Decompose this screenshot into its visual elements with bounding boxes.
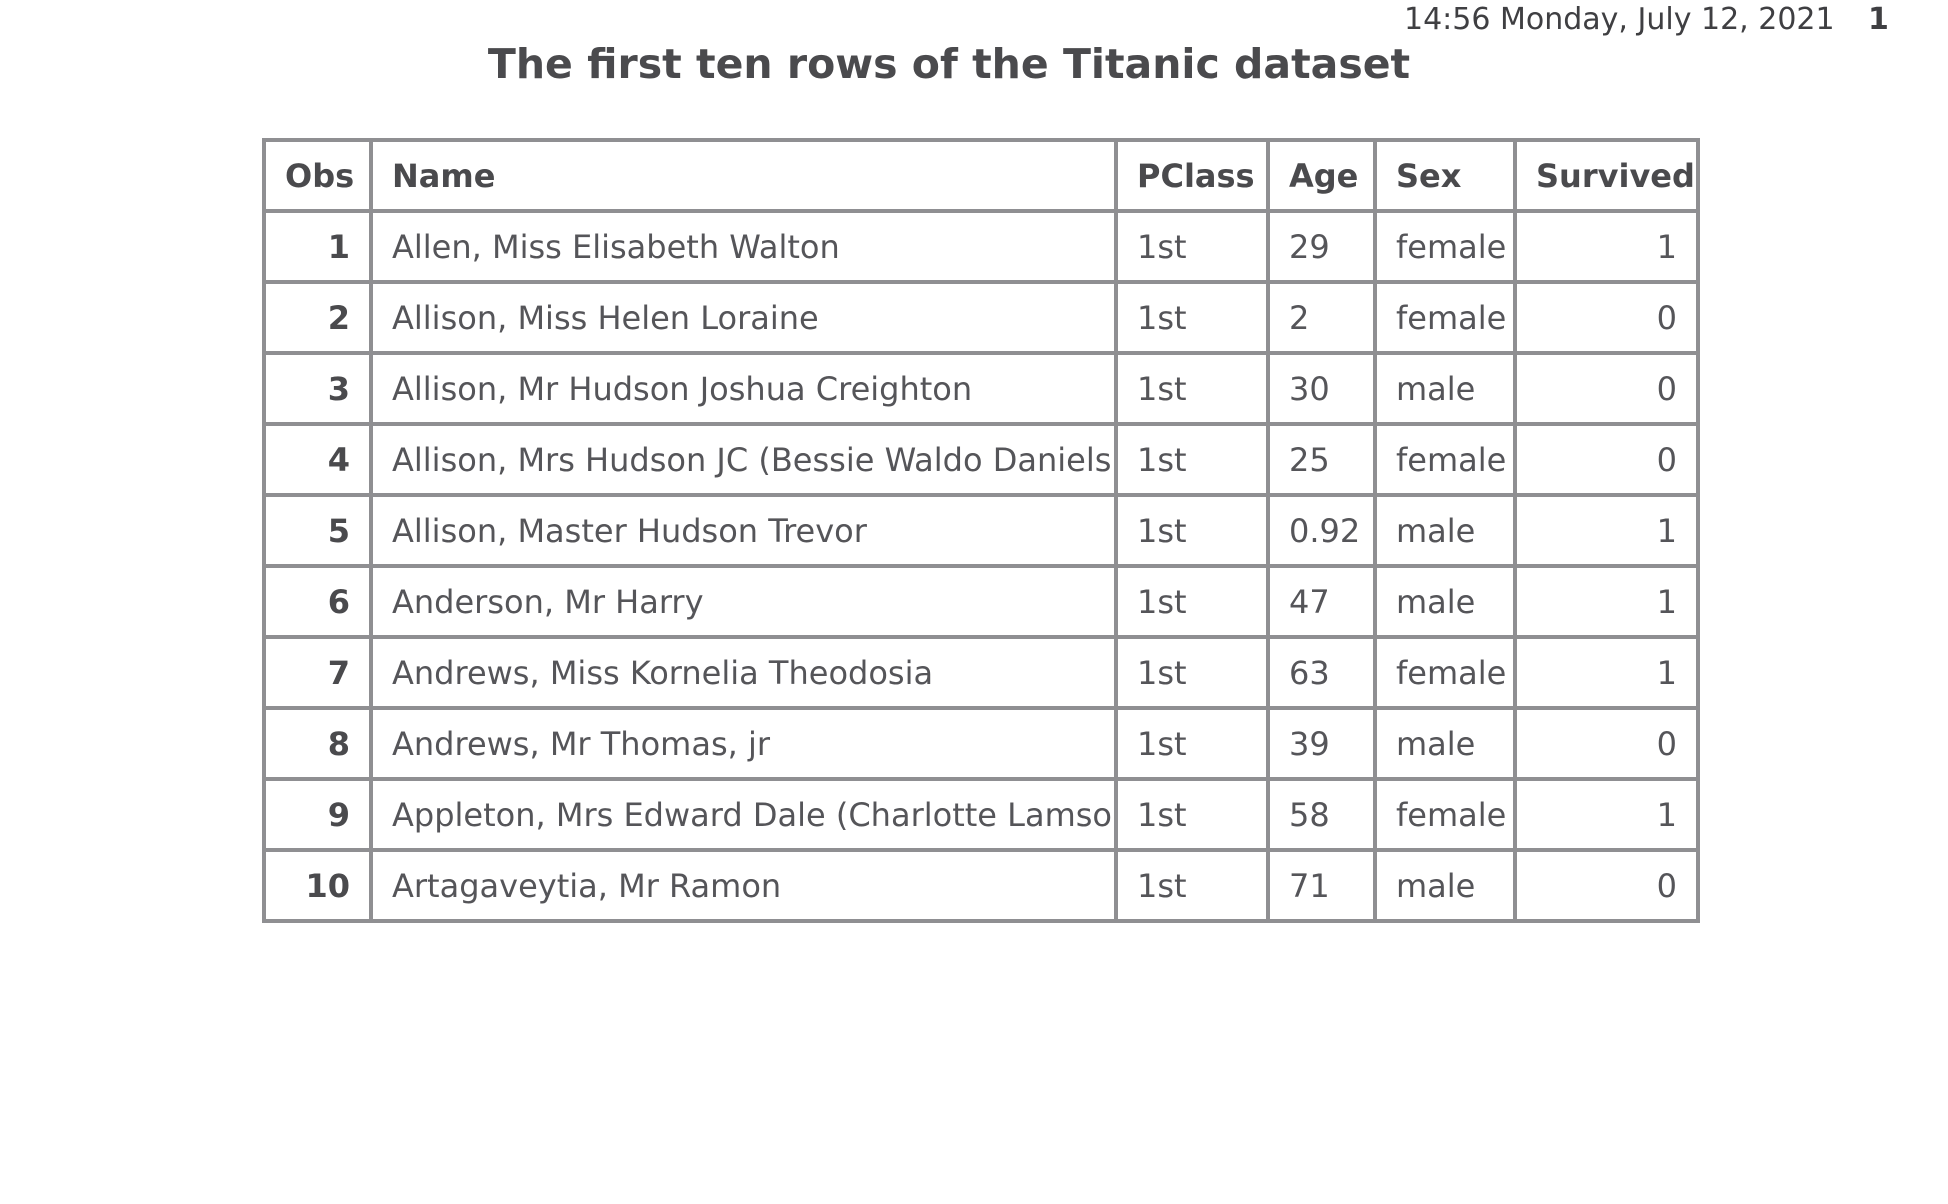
report-title: The first ten rows of the Titanic datase…	[487, 40, 1411, 88]
cell-age: 63	[1266, 635, 1377, 710]
report-datetime: 14:56 Monday, July 12, 2021	[1404, 2, 1835, 37]
cell-obs: 7	[262, 635, 373, 710]
cell-age: 25	[1266, 422, 1377, 497]
cell-pclass: 1st	[1114, 706, 1270, 781]
cell-obs: 10	[262, 848, 373, 923]
cell-survived: 0	[1513, 848, 1700, 923]
column-header-sex: Sex	[1373, 138, 1517, 213]
cell-sex: male	[1373, 351, 1517, 426]
cell-obs: 1	[262, 209, 373, 284]
cell-obs: 6	[262, 564, 373, 639]
cell-age: 47	[1266, 564, 1377, 639]
cell-name: Allison, Mrs Hudson JC (Bessie Waldo Dan…	[369, 422, 1118, 497]
column-header-survived: Survived	[1513, 138, 1700, 213]
cell-pclass: 1st	[1114, 848, 1270, 923]
table-row: 4 Allison, Mrs Hudson JC (Bessie Waldo D…	[262, 422, 1700, 497]
cell-survived: 1	[1513, 209, 1700, 284]
table-row: 8 Andrews, Mr Thomas, jr 1st 39 male 0	[262, 706, 1700, 781]
cell-pclass: 1st	[1114, 209, 1270, 284]
cell-age: 58	[1266, 777, 1377, 852]
cell-obs: 2	[262, 280, 373, 355]
table-row: 3 Allison, Mr Hudson Joshua Creighton 1s…	[262, 351, 1700, 426]
cell-age: 2	[1266, 280, 1377, 355]
cell-name: Appleton, Mrs Edward Dale (Charlotte Lam…	[369, 777, 1118, 852]
cell-survived: 1	[1513, 564, 1700, 639]
table-row: 10 Artagaveytia, Mr Ramon 1st 71 male 0	[262, 848, 1700, 923]
cell-pclass: 1st	[1114, 777, 1270, 852]
cell-age: 30	[1266, 351, 1377, 426]
cell-obs: 4	[262, 422, 373, 497]
column-header-name: Name	[369, 138, 1118, 213]
column-header-age: Age	[1266, 138, 1377, 213]
cell-name: Andrews, Miss Kornelia Theodosia	[369, 635, 1118, 710]
cell-survived: 1	[1513, 493, 1700, 568]
cell-survived: 0	[1513, 706, 1700, 781]
data-table-container: Obs Name PClass Age Sex Survived 1 Allen…	[262, 138, 1700, 923]
cell-name: Allison, Miss Helen Loraine	[369, 280, 1118, 355]
cell-name: Andrews, Mr Thomas, jr	[369, 706, 1118, 781]
cell-sex: female	[1373, 209, 1517, 284]
cell-obs: 9	[262, 777, 373, 852]
cell-sex: female	[1373, 777, 1517, 852]
cell-pclass: 1st	[1114, 280, 1270, 355]
table-row: 9 Appleton, Mrs Edward Dale (Charlotte L…	[262, 777, 1700, 852]
titanic-data-table: Obs Name PClass Age Sex Survived 1 Allen…	[262, 138, 1700, 923]
cell-sex: female	[1373, 635, 1517, 710]
cell-sex: male	[1373, 706, 1517, 781]
table-row: 7 Andrews, Miss Kornelia Theodosia 1st 6…	[262, 635, 1700, 710]
cell-name: Allison, Master Hudson Trevor	[369, 493, 1118, 568]
cell-age: 29	[1266, 209, 1377, 284]
cell-obs: 8	[262, 706, 373, 781]
cell-pclass: 1st	[1114, 564, 1270, 639]
cell-sex: male	[1373, 848, 1517, 923]
table-row: 6 Anderson, Mr Harry 1st 47 male 1	[262, 564, 1700, 639]
cell-sex: male	[1373, 564, 1517, 639]
cell-pclass: 1st	[1114, 635, 1270, 710]
table-row: 1 Allen, Miss Elisabeth Walton 1st 29 fe…	[262, 209, 1700, 284]
cell-name: Allison, Mr Hudson Joshua Creighton	[369, 351, 1118, 426]
cell-sex: female	[1373, 422, 1517, 497]
cell-sex: female	[1373, 280, 1517, 355]
page-number: 1	[1868, 2, 1889, 37]
cell-pclass: 1st	[1114, 422, 1270, 497]
cell-name: Allen, Miss Elisabeth Walton	[369, 209, 1118, 284]
cell-survived: 0	[1513, 280, 1700, 355]
cell-obs: 3	[262, 351, 373, 426]
cell-pclass: 1st	[1114, 493, 1270, 568]
cell-name: Artagaveytia, Mr Ramon	[369, 848, 1118, 923]
cell-survived: 1	[1513, 635, 1700, 710]
cell-pclass: 1st	[1114, 351, 1270, 426]
cell-survived: 0	[1513, 422, 1700, 497]
column-header-pclass: PClass	[1114, 138, 1270, 213]
cell-age: 39	[1266, 706, 1377, 781]
table-row: 5 Allison, Master Hudson Trevor 1st 0.92…	[262, 493, 1700, 568]
cell-name: Anderson, Mr Harry	[369, 564, 1118, 639]
cell-age: 71	[1266, 848, 1377, 923]
column-header-obs: Obs	[262, 138, 373, 213]
table-header-row: Obs Name PClass Age Sex Survived	[262, 138, 1700, 213]
cell-age: 0.92	[1266, 493, 1377, 568]
cell-survived: 0	[1513, 351, 1700, 426]
cell-sex: male	[1373, 493, 1517, 568]
cell-obs: 5	[262, 493, 373, 568]
table-row: 2 Allison, Miss Helen Loraine 1st 2 fema…	[262, 280, 1700, 355]
cell-survived: 1	[1513, 777, 1700, 852]
